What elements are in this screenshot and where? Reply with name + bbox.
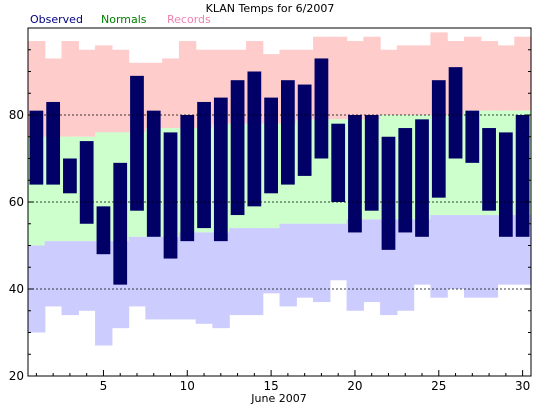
observed-bar-day-7	[130, 75, 144, 211]
record-low-band-day-28	[480, 215, 499, 298]
record-low-band-day-4	[78, 241, 96, 311]
observed-bar-day-22	[381, 136, 396, 250]
observed-bar-day-27	[465, 110, 480, 163]
record-low-band-day-12	[212, 232, 230, 329]
record-high-band-day-24	[413, 45, 431, 115]
record-high-band-day-29	[497, 45, 515, 111]
observed-bar-day-20	[348, 115, 362, 233]
observed-bar-day-21	[364, 115, 379, 211]
legend-normals: Normals	[101, 13, 147, 26]
record-low-band-day-5	[95, 241, 113, 346]
observed-bar-day-5	[96, 206, 111, 255]
legend-records: Records	[167, 13, 211, 26]
record-low-band-day-20	[346, 219, 364, 311]
observed-bar-day-17	[297, 84, 312, 176]
y-tick-label-60: 60	[9, 195, 24, 209]
record-low-band-day-7	[128, 236, 146, 307]
observed-bar-day-9	[163, 132, 178, 259]
record-high-band-day-4	[78, 49, 96, 137]
record-high-band-day-9	[162, 58, 180, 129]
y-tick-label-20: 20	[9, 369, 24, 383]
record-low-band-day-19	[329, 223, 348, 281]
record-low-band-day-15	[262, 228, 281, 294]
observed-bar-day-12	[213, 97, 228, 242]
record-high-band-day-19	[329, 36, 348, 120]
x-axis: 5 10 15 20 25 30	[35, 370, 530, 393]
record-high-band-day-3	[61, 41, 79, 137]
record-low-band-day-3	[61, 241, 79, 316]
legend-observed: Observed	[30, 13, 83, 26]
observed-bar-day-30	[515, 115, 530, 237]
x-tick-label-15: 15	[263, 379, 278, 393]
record-high-band-day-20	[346, 41, 364, 120]
observed-bar-day-26	[448, 67, 463, 159]
record-low-band-day-27	[463, 215, 482, 298]
record-high-band-day-30	[514, 36, 532, 111]
x-tick-label-30: 30	[515, 379, 530, 393]
observed-bar-day-6	[113, 162, 128, 285]
observed-bar-day-25	[431, 80, 446, 198]
observed-bar-day-23	[398, 128, 413, 233]
record-high-band-day-27	[463, 36, 482, 111]
record-high-band-day-5	[95, 45, 113, 133]
observed-bar-day-18	[314, 58, 329, 159]
record-low-band-day-25	[430, 215, 448, 298]
observed-bar-day-28	[482, 128, 496, 211]
record-low-band-day-13	[229, 228, 247, 316]
observed-bars	[29, 58, 530, 285]
observed-bar-day-3	[63, 158, 77, 194]
observed-bar-day-13	[230, 80, 245, 216]
record-high-band-day-28	[480, 41, 499, 111]
y-tick-label-40: 40	[9, 282, 24, 296]
observed-bar-day-29	[498, 132, 513, 237]
observed-bar-day-1	[29, 110, 44, 185]
record-high-band-day-23	[396, 45, 415, 115]
observed-bar-day-19	[331, 123, 346, 202]
chart-title: KLAN Temps for 6/2007	[206, 2, 335, 15]
observed-bar-day-14	[247, 71, 262, 207]
x-axis-title: June 2007	[250, 392, 306, 405]
x-tick-label-20: 20	[347, 379, 362, 393]
y-tick-label-80: 80	[9, 108, 24, 122]
record-high-band-day-22	[380, 49, 398, 115]
record-low-band-day-8	[145, 236, 163, 320]
record-low-band-day-21	[363, 219, 381, 303]
y-axis: 20 40 60 80	[9, 27, 531, 383]
x-tick-label-25: 25	[431, 379, 446, 393]
record-low-band-day-18	[313, 223, 331, 303]
record-low-band-day-14	[245, 228, 264, 316]
observed-bar-day-4	[79, 141, 94, 224]
record-low-band-day-11	[195, 232, 214, 324]
record-low-band-day-26	[447, 215, 465, 289]
record-low-band-day-2	[44, 241, 63, 307]
record-low-band-day-16	[279, 223, 297, 307]
record-high-band-day-10	[178, 41, 197, 129]
observed-bar-day-10	[180, 115, 195, 242]
record-low-band-day-17	[296, 223, 314, 298]
record-low-band-day-23	[396, 219, 415, 311]
observed-bar-day-15	[264, 97, 278, 194]
observed-bar-day-16	[281, 80, 295, 185]
record-low-band-day-10	[178, 232, 197, 320]
x-tick-label-10: 10	[180, 379, 195, 393]
observed-bar-day-24	[415, 119, 429, 237]
record-high-band-day-6	[111, 49, 130, 133]
record-high-band-day-21	[363, 36, 381, 120]
x-tick-label-5: 5	[100, 379, 108, 393]
observed-bar-day-2	[46, 101, 61, 185]
observed-bar-day-11	[197, 101, 211, 229]
observed-bar-day-8	[146, 110, 161, 237]
